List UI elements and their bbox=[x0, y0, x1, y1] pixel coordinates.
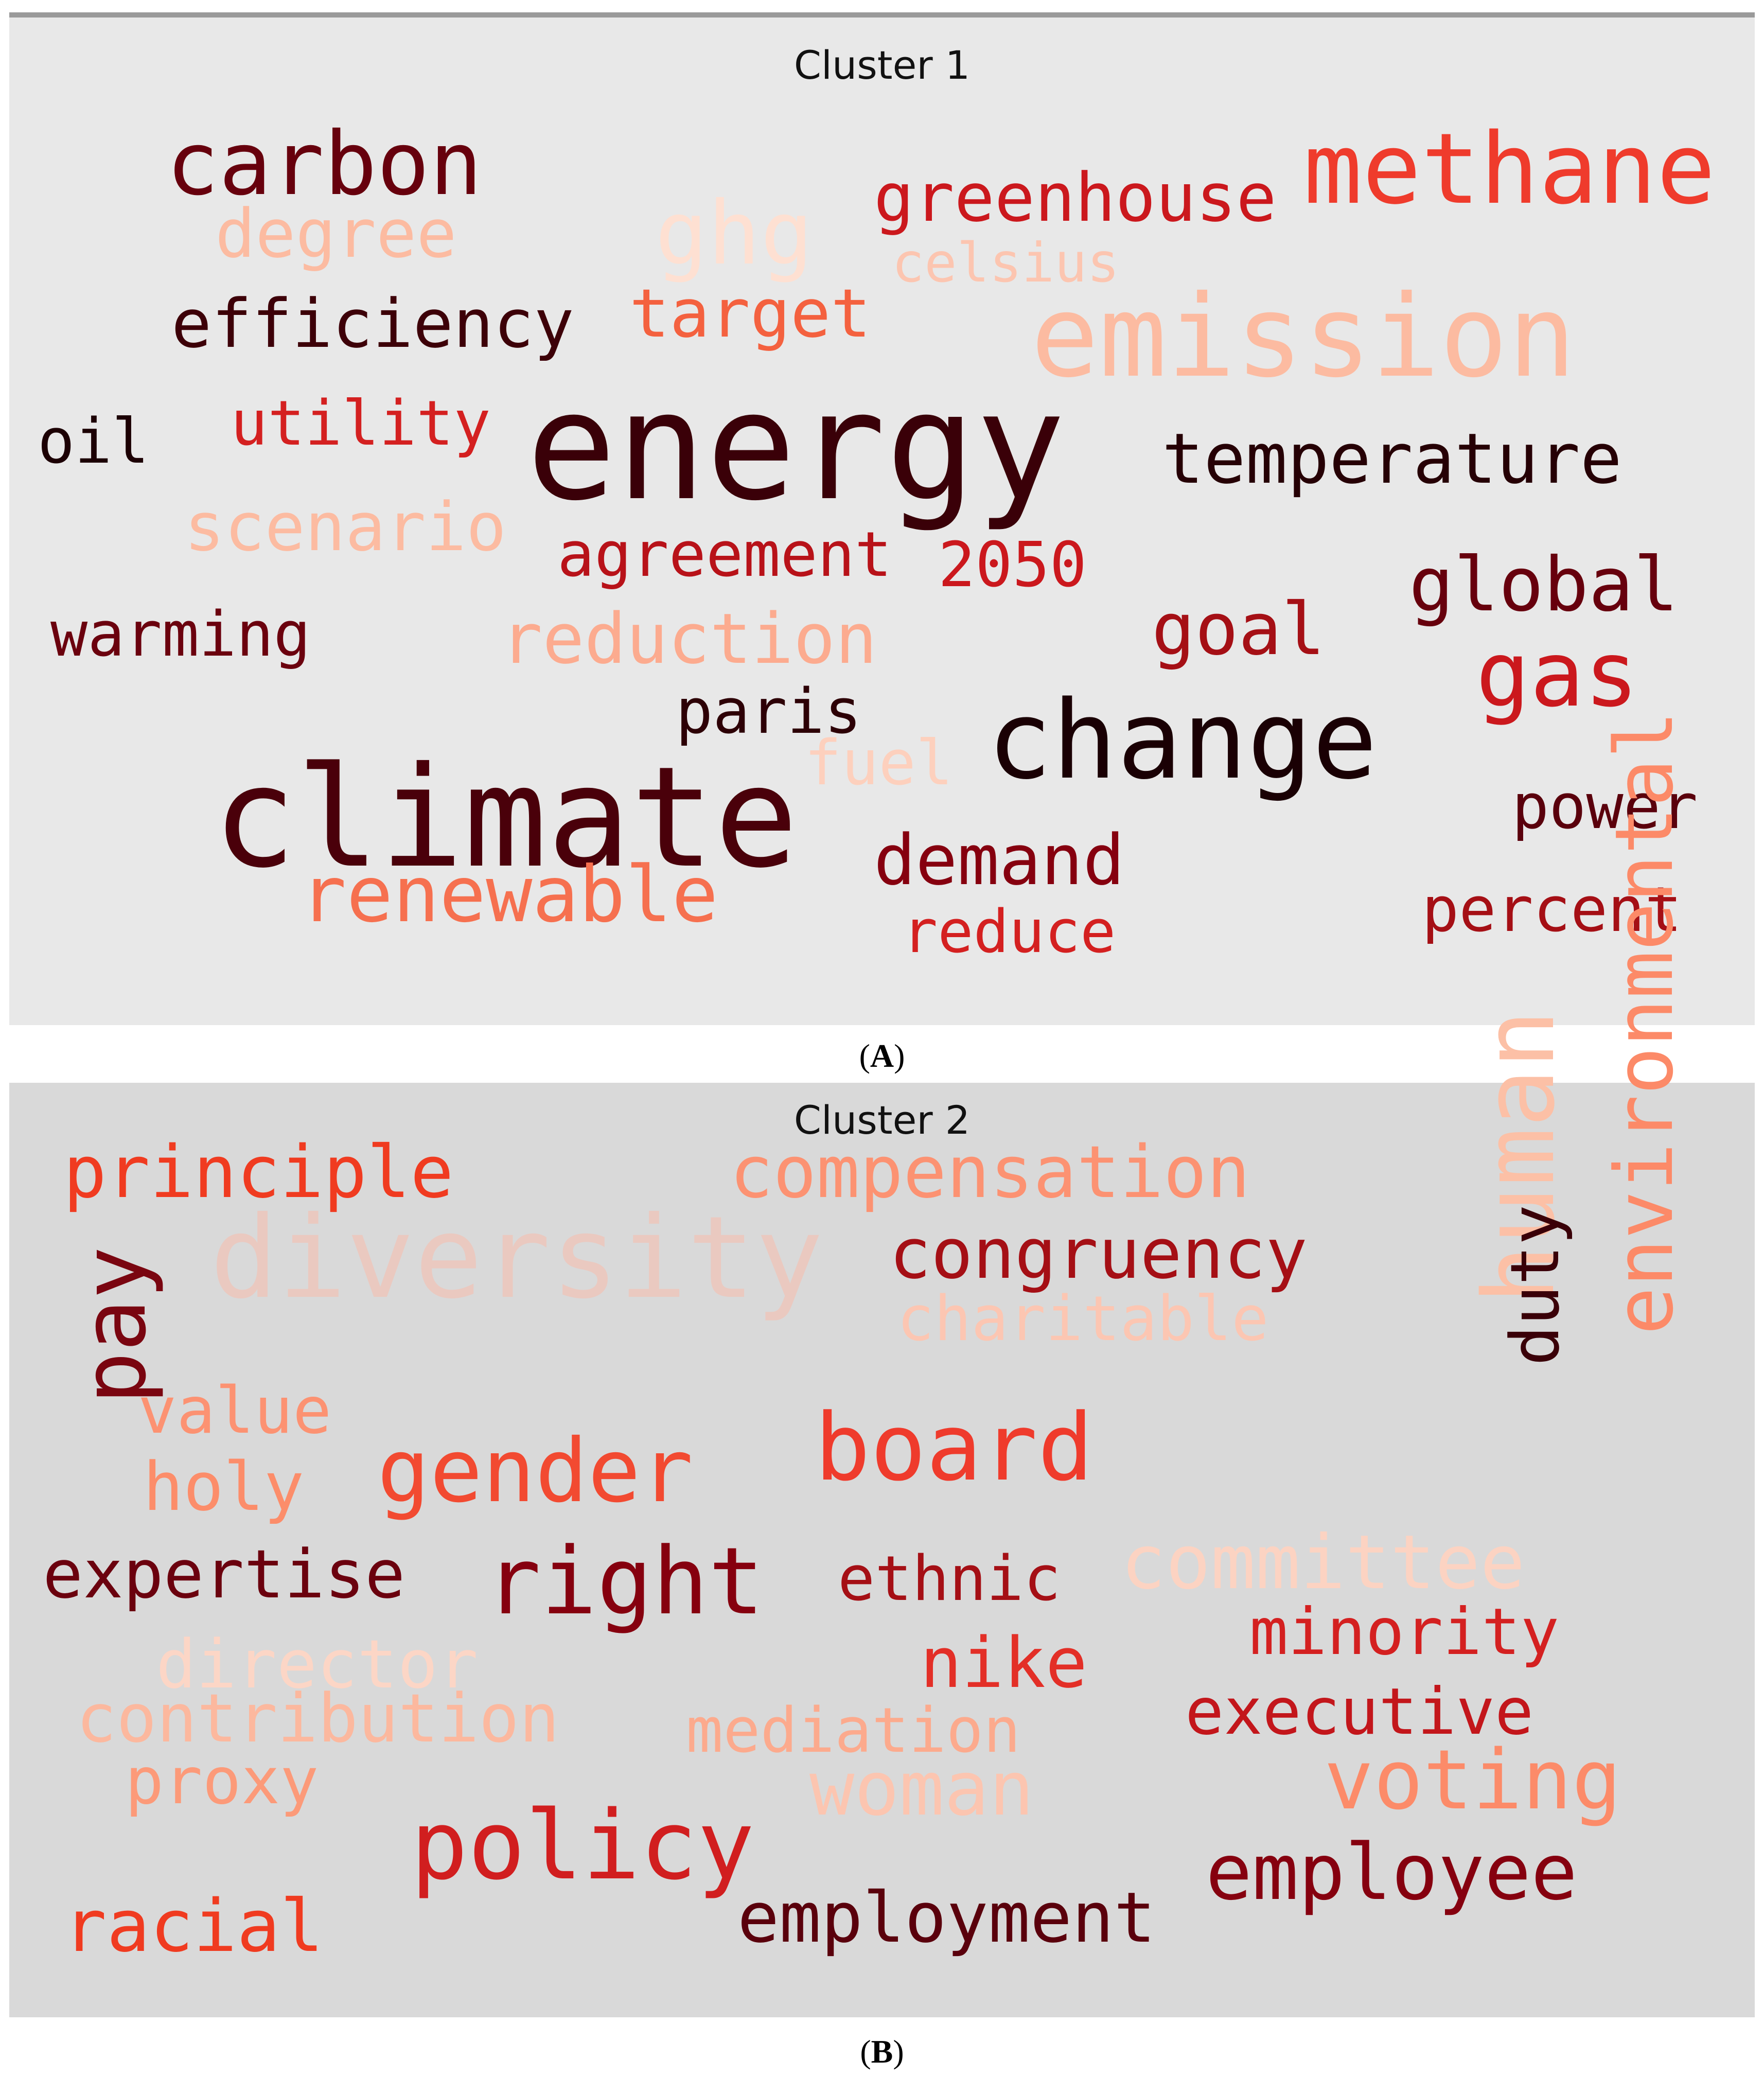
word-agreement: agreement bbox=[557, 519, 892, 591]
word-methane: methane bbox=[1303, 112, 1716, 226]
panel-caption: (B) bbox=[860, 2033, 904, 2070]
word-charitable: charitable bbox=[897, 1283, 1269, 1355]
word-cloud: principle compensation diversity congruency… bbox=[9, 711, 1755, 2017]
word-energy: energy bbox=[526, 360, 1066, 534]
word-reduction: reduction bbox=[501, 599, 877, 679]
word-celsius: celsius bbox=[892, 232, 1120, 294]
word-global: global bbox=[1409, 541, 1679, 628]
word-policy: policy bbox=[411, 1790, 755, 1901]
word-voting: voting bbox=[1324, 1732, 1621, 1828]
word-minority: minority bbox=[1249, 1595, 1560, 1669]
word-fuel: fuel bbox=[804, 728, 953, 799]
word-gas: gas bbox=[1476, 623, 1639, 727]
word-percent: percent bbox=[1422, 874, 1682, 946]
panel-title: Cluster 1 bbox=[793, 42, 971, 88]
caption-letter: B bbox=[871, 2033, 893, 2070]
word-2050: 2050 bbox=[938, 530, 1087, 601]
word-change: change bbox=[987, 677, 1378, 803]
word-ghg: ghg bbox=[655, 183, 814, 285]
word-employment: employment bbox=[737, 1877, 1156, 1958]
word-goal: goal bbox=[1152, 588, 1326, 672]
word-diversity: diversity bbox=[210, 1192, 824, 1324]
word-expertise: expertise bbox=[43, 1535, 405, 1613]
word-oil: oil bbox=[38, 406, 149, 478]
caption-letter: A bbox=[870, 1037, 894, 1074]
word-emission: emission bbox=[1031, 271, 1576, 402]
word-duty: duty bbox=[1496, 1204, 1574, 1366]
word-climate: climate bbox=[213, 736, 798, 899]
word-carbon: carbon bbox=[166, 113, 483, 215]
word-gender: gender bbox=[377, 1420, 694, 1522]
word-compensation: compensation bbox=[730, 1131, 1250, 1214]
word-efficiency: efficiency bbox=[171, 285, 574, 363]
word-holy: holy bbox=[143, 1448, 305, 1526]
word-warming: warming bbox=[50, 599, 311, 671]
word-mediation: mediation bbox=[686, 1695, 1021, 1767]
word-woman: woman bbox=[809, 1746, 1034, 1833]
word-utility: utility bbox=[231, 388, 491, 460]
word-renewable: renewable bbox=[300, 850, 718, 940]
word-power: power bbox=[1512, 771, 1698, 843]
word-target: target bbox=[629, 274, 871, 353]
word-cloud-panel-cluster-1: Cluster 1 carbon degree ghg greenhouse celsi… bbox=[9, 17, 1755, 1025]
panel-caption: (A) bbox=[859, 1037, 905, 1074]
word-reduce: reduce bbox=[902, 897, 1116, 966]
word-board: board bbox=[815, 1394, 1093, 1502]
panel-title: Cluster 2 bbox=[793, 1097, 971, 1143]
word-value: value bbox=[138, 1374, 332, 1448]
word-demand: demand bbox=[874, 820, 1125, 901]
word-ethnic: ethnic bbox=[838, 1543, 1061, 1615]
word-degree: degree bbox=[215, 195, 457, 273]
word-cloud: carbon degree ghg greenhouse celsius methane e… bbox=[9, 17, 1755, 1025]
word-director: director bbox=[156, 1625, 479, 1703]
word-cloud-panel-cluster-2: Cluster 2 principle compensation diversity… bbox=[9, 711, 1755, 2017]
top-rule bbox=[9, 12, 1755, 17]
word-racial: racial bbox=[63, 1885, 324, 1968]
word-greenhouse: greenhouse bbox=[874, 159, 1277, 237]
word-contribution: contribution bbox=[76, 1679, 560, 1757]
word-committee: committee bbox=[1121, 1519, 1525, 1606]
word-temperature: temperature bbox=[1162, 418, 1622, 499]
word-employee: employee bbox=[1206, 1828, 1578, 1917]
word-proxy: proxy bbox=[125, 1744, 319, 1819]
word-executive: executive bbox=[1185, 1675, 1534, 1749]
word-principle: principle bbox=[63, 1131, 454, 1214]
word-nike: nike bbox=[920, 1623, 1088, 1703]
word-environmental: environmental bbox=[1598, 710, 1691, 1335]
word-paris: paris bbox=[676, 676, 862, 748]
word-right: right bbox=[485, 1528, 764, 1635]
word-scenario: scenario bbox=[184, 488, 507, 566]
word-congruency: congruency bbox=[889, 1213, 1308, 1294]
